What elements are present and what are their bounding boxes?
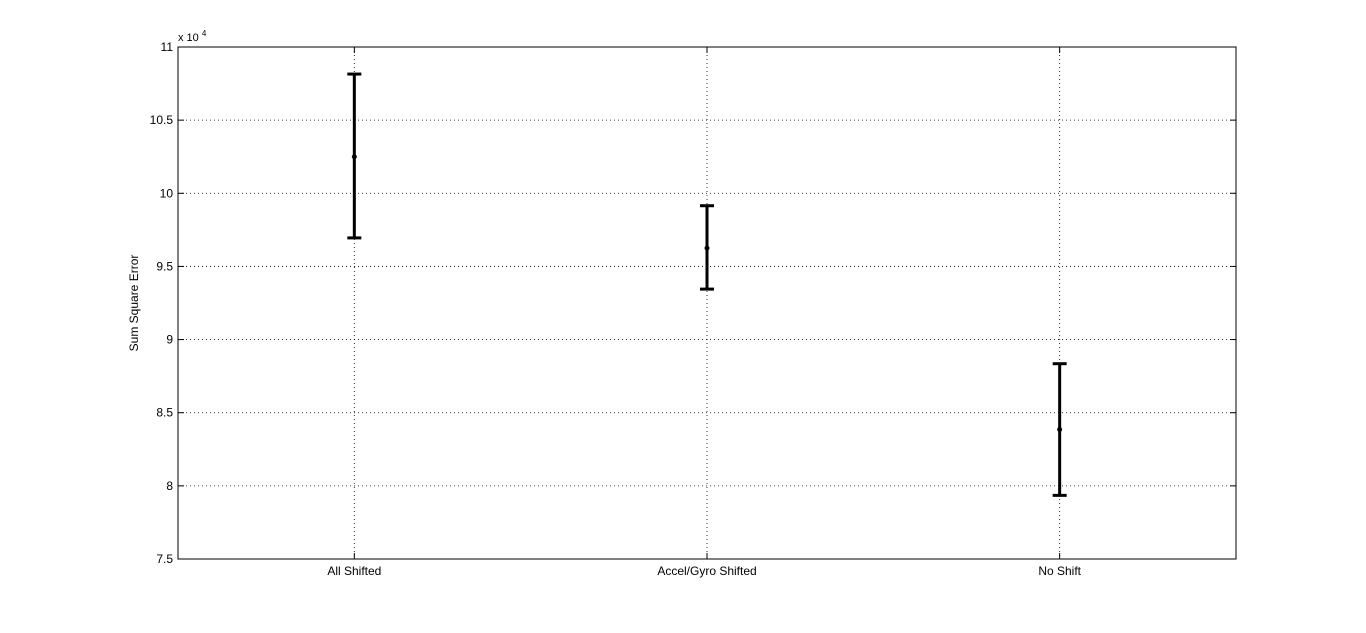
- grid-layer: [178, 47, 1236, 559]
- y-tick-label: 11: [161, 40, 174, 54]
- y-tick-label: 10: [160, 186, 174, 200]
- x-tick-label: No Shift: [1038, 564, 1081, 578]
- error-bar: [1052, 362, 1067, 497]
- y-exponent-power: 4: [202, 29, 207, 38]
- tick-layer: 7.5 8 8.5 9 9.5 10 10.5 11 All Shifted Accel/Gyro…: [150, 40, 1236, 578]
- data-point: [351, 154, 357, 160]
- y-tick-label: 7.5: [156, 552, 173, 566]
- y-tick-label: 9.5: [156, 259, 173, 273]
- y-exponent-label: x 10 4: [178, 29, 207, 44]
- y-tick-label: 10.5: [150, 113, 174, 127]
- x-tick-label: Accel/Gyro Shifted: [657, 564, 756, 578]
- data-point: [704, 245, 710, 251]
- y-tick-label: 8.5: [156, 406, 173, 420]
- x-tick-label: All Shifted: [327, 564, 381, 578]
- data-point: [1057, 427, 1063, 433]
- error-bar: [347, 72, 362, 240]
- y-exponent-base: x 10: [178, 32, 199, 44]
- y-axis-label: Sum Square Error: [127, 255, 141, 352]
- error-bar: [700, 204, 714, 291]
- y-tick-label: 8: [166, 479, 173, 493]
- marks-layer: [347, 72, 1067, 497]
- y-tick-label: 9: [166, 333, 173, 347]
